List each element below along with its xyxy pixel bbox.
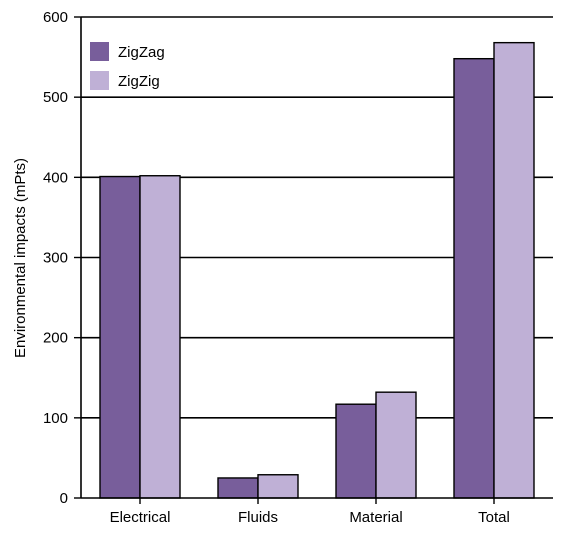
y-axis-title: Environmental impacts (mPts) [12,158,29,358]
y-tick-label: 400 [43,169,68,186]
x-tick-label: Fluids [238,509,278,526]
legend: ZigZag ZigZig [90,42,165,90]
y-tick-labels: 0 100 200 300 400 500 600 [43,9,68,507]
y-tick-label: 200 [43,330,68,347]
bar-zigzig-fluids [257,474,299,499]
bar-zigzig-electrical [139,175,181,499]
y-tick-label: 500 [43,89,68,106]
x-tick-labels: Electrical Fluids Material Total [110,509,510,526]
y-tick-label: 600 [43,9,68,26]
legend-label-zigzig: ZigZig [118,73,160,90]
bar-zigzag-material [335,403,377,499]
axes [74,16,553,504]
x-tick-label: Material [349,509,402,526]
y-tick-label: 300 [43,250,68,267]
legend-swatch-zigzig [90,71,109,90]
x-tick-label: Electrical [110,509,171,526]
bar-zigzag-fluids [217,477,259,499]
bar-zigzag-electrical [99,175,141,499]
bars [99,41,535,499]
bar-zigzig-material [375,391,417,499]
legend-label-zigzag: ZigZag [118,44,165,61]
bar-zigzig-total [493,41,535,499]
bar-zigzag-total [453,57,495,499]
legend-swatch-zigzag [90,42,109,61]
x-tick-label: Total [478,509,510,526]
y-tick-label: 0 [60,490,68,507]
y-tick-label: 100 [43,410,68,427]
